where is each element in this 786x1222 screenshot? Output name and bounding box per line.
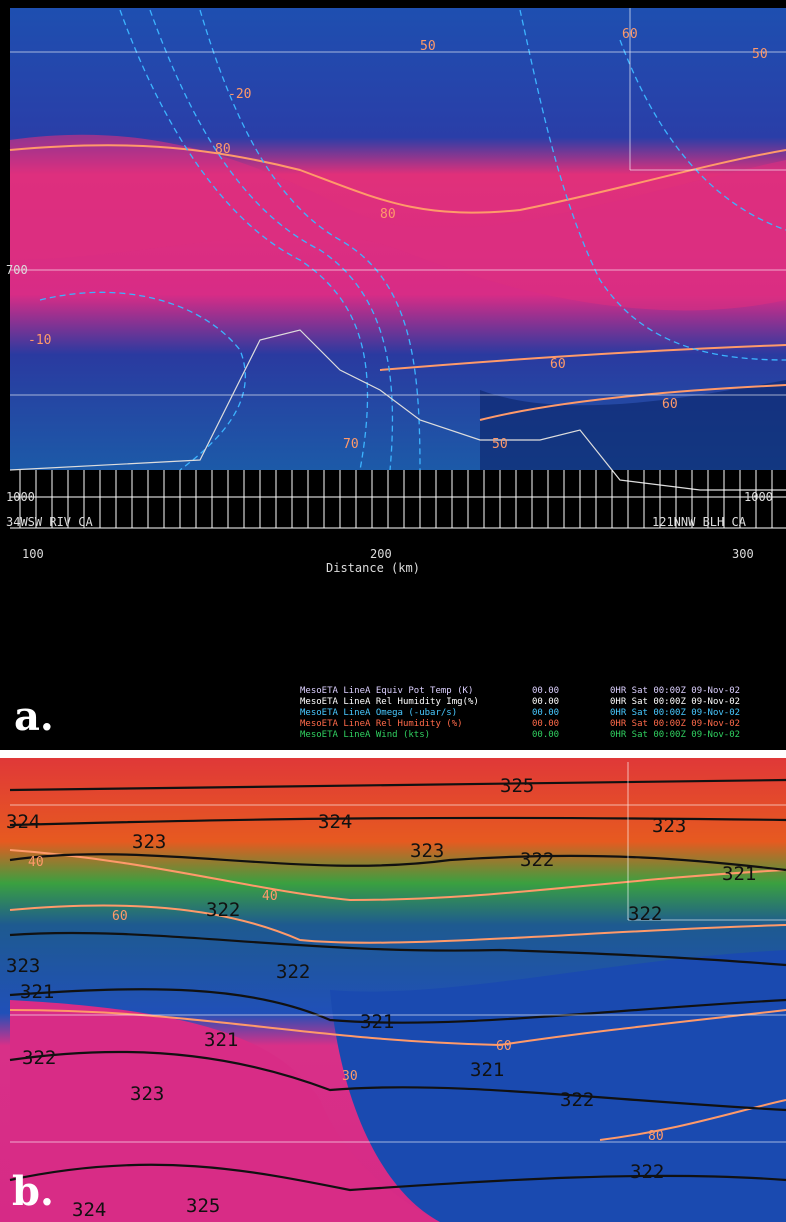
rh-label: 40 — [262, 889, 278, 904]
x-tick-label: 200 — [370, 547, 392, 561]
pressure-label: 700 — [6, 263, 28, 277]
legend-text: MesoETA LineA Rel Humidity (%) — [300, 719, 463, 729]
contour-label: 60 — [550, 357, 566, 372]
legend-text: MesoETA LineA Omega (-ubar/s) — [300, 708, 457, 718]
theta-label: 322 — [560, 1089, 594, 1111]
legend-time: 0HR Sat 00:00Z 09-Nov-02 — [610, 708, 740, 718]
theta-label: 323 — [132, 831, 166, 853]
theta-label: 324 — [6, 811, 40, 833]
rh-label: 60 — [112, 909, 128, 924]
contour-label: 60 — [622, 27, 638, 42]
theta-label: 323 — [6, 955, 40, 977]
theta-label: 322 — [276, 961, 310, 983]
theta-label: 322 — [206, 899, 240, 921]
theta-label: 322 — [628, 903, 662, 925]
contour-label: 50 — [420, 39, 436, 54]
legend-text: MesoETA LineA Equiv Pot Temp (K) — [300, 686, 473, 696]
rh-label: 80 — [648, 1129, 664, 1144]
theta-label: 323 — [130, 1083, 164, 1105]
rh-label: 40 — [28, 855, 44, 870]
theta-label: 322 — [520, 849, 554, 871]
figure: 1000 700 1000 34WSW RIV CA 121NNW BLH CA… — [0, 0, 786, 1222]
contour-label: -10 — [28, 333, 51, 348]
contour-label: 80 — [380, 207, 396, 222]
contour-label: 80 — [215, 142, 231, 157]
theta-label: 321 — [360, 1011, 394, 1033]
rh-label: 30 — [342, 1069, 358, 1084]
legend-time: 0HR Sat 00:00Z 09-Nov-02 — [610, 697, 740, 707]
panel-label: a. — [14, 693, 54, 740]
legend-text: MesoETA LineA Rel Humidity Img(%) — [300, 697, 479, 707]
panel-label: b. — [12, 1168, 54, 1215]
legend-value: 00.00 — [532, 708, 559, 718]
legend-value: 00.00 — [532, 686, 559, 696]
pressure-label: 1000 — [744, 490, 773, 504]
contour-label: 70 — [343, 437, 359, 452]
theta-label: 322 — [630, 1161, 664, 1183]
theta-label: 321 — [470, 1059, 504, 1081]
legend-text: MesoETA LineA Wind (kts) — [300, 730, 430, 740]
theta-label: 322 — [22, 1047, 56, 1069]
contour-label: -20 — [228, 87, 251, 102]
legend-time: 0HR Sat 00:00Z 09-Nov-02 — [610, 686, 740, 696]
legend-value: 00.00 — [532, 730, 559, 740]
contour-label: 60 — [662, 397, 678, 412]
theta-label: 323 — [652, 815, 686, 837]
legend-value: 00.00 — [532, 697, 559, 707]
theta-label: 324 — [72, 1199, 106, 1221]
location-left: 34WSW RIV CA — [6, 515, 93, 529]
legend-time: 0HR Sat 00:00Z 09-Nov-02 — [610, 730, 740, 740]
theta-label: 321 — [722, 863, 756, 885]
theta-label: 325 — [186, 1195, 220, 1217]
legend-value: 00.00 — [532, 719, 559, 729]
contour-label: 50 — [752, 47, 768, 62]
x-tick-label: 100 — [22, 547, 44, 561]
theta-label: 323 — [410, 840, 444, 862]
legend-time: 0HR Sat 00:00Z 09-Nov-02 — [610, 719, 740, 729]
pressure-label: 1000 — [6, 490, 35, 504]
x-title: Distance (km) — [326, 561, 420, 575]
theta-label: 324 — [318, 811, 352, 833]
location-right: 121NNW BLH CA — [652, 515, 747, 529]
rh-label: 60 — [496, 1039, 512, 1054]
theta-label: 321 — [204, 1029, 238, 1051]
contour-label: 50 — [492, 437, 508, 452]
theta-label: 325 — [500, 775, 534, 797]
theta-label: 321 — [20, 981, 54, 1003]
x-tick-label: 300 — [732, 547, 754, 561]
